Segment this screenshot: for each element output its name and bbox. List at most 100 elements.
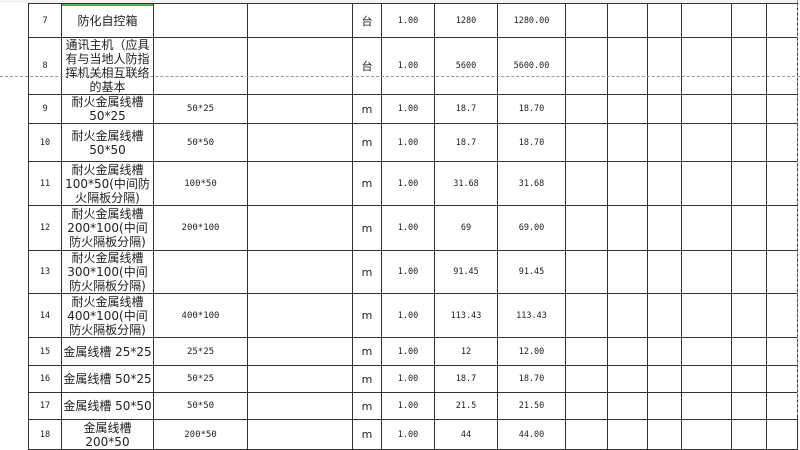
cell-empty[interactable] (607, 3, 648, 38)
cell-name[interactable]: 耐火金属线槽 300*100(中间防火隔板分隔) (61, 250, 154, 294)
cell-empty[interactable] (766, 337, 798, 366)
cell-empty[interactable] (647, 365, 682, 393)
cell-spec[interactable]: 50*50 (153, 392, 248, 420)
cell-spec[interactable]: 200*50 (153, 419, 248, 450)
cell-name[interactable]: 金属线槽 200*50 (61, 419, 154, 450)
cell-extra[interactable] (247, 293, 353, 338)
cell-spec[interactable]: 400*100 (153, 293, 248, 338)
cell-empty[interactable] (565, 123, 608, 162)
cell-spec[interactable] (153, 37, 248, 95)
cell-price[interactable]: 91.45 (434, 250, 498, 294)
cell-qty[interactable]: 1.00 (381, 161, 435, 206)
cell-empty[interactable] (681, 365, 732, 393)
cell-empty[interactable] (681, 161, 732, 206)
cell-total[interactable]: 113.43 (497, 293, 566, 338)
cell-empty[interactable] (607, 365, 648, 393)
cell-empty[interactable] (647, 205, 682, 251)
cell-total[interactable]: 21.50 (497, 392, 566, 420)
cell-empty[interactable] (647, 337, 682, 366)
cell-empty[interactable] (731, 3, 767, 38)
cell-empty[interactable] (731, 94, 767, 124)
cell-unit[interactable]: m (352, 161, 382, 206)
cell-empty[interactable] (681, 392, 732, 420)
cell-no[interactable]: 7 (28, 3, 62, 38)
cell-price[interactable]: 18.7 (434, 365, 498, 393)
cell-qty[interactable]: 1.00 (381, 337, 435, 366)
cell-price[interactable]: 21.5 (434, 392, 498, 420)
cell-empty[interactable] (647, 123, 682, 162)
cell-no[interactable]: 9 (28, 94, 62, 124)
cell-empty[interactable] (681, 94, 732, 124)
cell-qty[interactable]: 1.00 (381, 250, 435, 294)
cell-empty[interactable] (766, 365, 798, 393)
cell-no[interactable]: 17 (28, 392, 62, 420)
cell-empty[interactable] (647, 293, 682, 338)
cell-spec[interactable]: 25*25 (153, 337, 248, 366)
cell-empty[interactable] (731, 293, 767, 338)
cell-unit[interactable]: m (352, 293, 382, 338)
cell-extra[interactable] (247, 123, 353, 162)
cell-total[interactable]: 31.68 (497, 161, 566, 206)
cell-spec[interactable]: 100*50 (153, 161, 248, 206)
cell-unit[interactable]: m (352, 250, 382, 294)
cell-name[interactable]: 耐火金属线槽 400*100(中间防火隔板分隔) (61, 293, 154, 338)
cell-extra[interactable] (247, 365, 353, 393)
cell-unit[interactable]: m (352, 123, 382, 162)
cell-empty[interactable] (565, 293, 608, 338)
cell-empty[interactable] (565, 250, 608, 294)
cell-price[interactable]: 69 (434, 205, 498, 251)
cell-total[interactable]: 1280.00 (497, 3, 566, 38)
cell-empty[interactable] (681, 205, 732, 251)
cell-name[interactable]: 耐火金属线槽 50*50 (61, 123, 154, 162)
cell-empty[interactable] (681, 293, 732, 338)
cell-extra[interactable] (247, 250, 353, 294)
cell-empty[interactable] (607, 293, 648, 338)
cell-price[interactable]: 5600 (434, 37, 498, 95)
cell-total[interactable]: 18.70 (497, 123, 566, 162)
cell-price[interactable]: 1280 (434, 3, 498, 38)
cell-empty[interactable] (607, 161, 648, 206)
cell-empty[interactable] (681, 37, 732, 95)
cell-empty[interactable] (565, 37, 608, 95)
cell-empty[interactable] (731, 37, 767, 95)
cell-empty[interactable] (607, 205, 648, 251)
cell-empty[interactable] (607, 337, 648, 366)
cell-empty[interactable] (607, 123, 648, 162)
cell-spec[interactable] (153, 250, 248, 294)
cell-price[interactable]: 44 (434, 419, 498, 450)
cell-empty[interactable] (607, 94, 648, 124)
cell-empty[interactable] (766, 161, 798, 206)
cell-no[interactable]: 8 (28, 37, 62, 95)
cell-empty[interactable] (766, 205, 798, 251)
cell-empty[interactable] (647, 161, 682, 206)
cell-unit[interactable]: m (352, 337, 382, 366)
cell-extra[interactable] (247, 94, 353, 124)
cell-name[interactable]: 耐火金属线槽 100*50(中间防火隔板分隔) (61, 161, 154, 206)
cell-qty[interactable]: 1.00 (381, 94, 435, 124)
cell-no[interactable]: 10 (28, 123, 62, 162)
cell-unit[interactable]: m (352, 365, 382, 393)
cell-qty[interactable]: 1.00 (381, 365, 435, 393)
cell-price[interactable]: 31.68 (434, 161, 498, 206)
cell-spec[interactable]: 50*50 (153, 123, 248, 162)
cell-empty[interactable] (731, 161, 767, 206)
cell-empty[interactable] (681, 3, 732, 38)
cell-empty[interactable] (647, 3, 682, 38)
cell-total[interactable]: 5600.00 (497, 37, 566, 95)
cell-empty[interactable] (766, 37, 798, 95)
cell-qty[interactable]: 1.00 (381, 392, 435, 420)
cell-qty[interactable]: 1.00 (381, 419, 435, 450)
cell-empty[interactable] (565, 3, 608, 38)
cell-empty[interactable] (681, 250, 732, 294)
cell-empty[interactable] (647, 250, 682, 294)
cell-spec[interactable] (153, 3, 248, 38)
cell-name[interactable]: 耐火金属线槽 50*25 (61, 94, 154, 124)
cell-empty[interactable] (766, 392, 798, 420)
cell-empty[interactable] (731, 205, 767, 251)
cell-extra[interactable] (247, 37, 353, 95)
cell-empty[interactable] (766, 94, 798, 124)
cell-unit[interactable]: m (352, 205, 382, 251)
cell-unit[interactable]: 台 (352, 37, 382, 95)
cell-empty[interactable] (731, 123, 767, 162)
cell-empty[interactable] (607, 419, 648, 450)
